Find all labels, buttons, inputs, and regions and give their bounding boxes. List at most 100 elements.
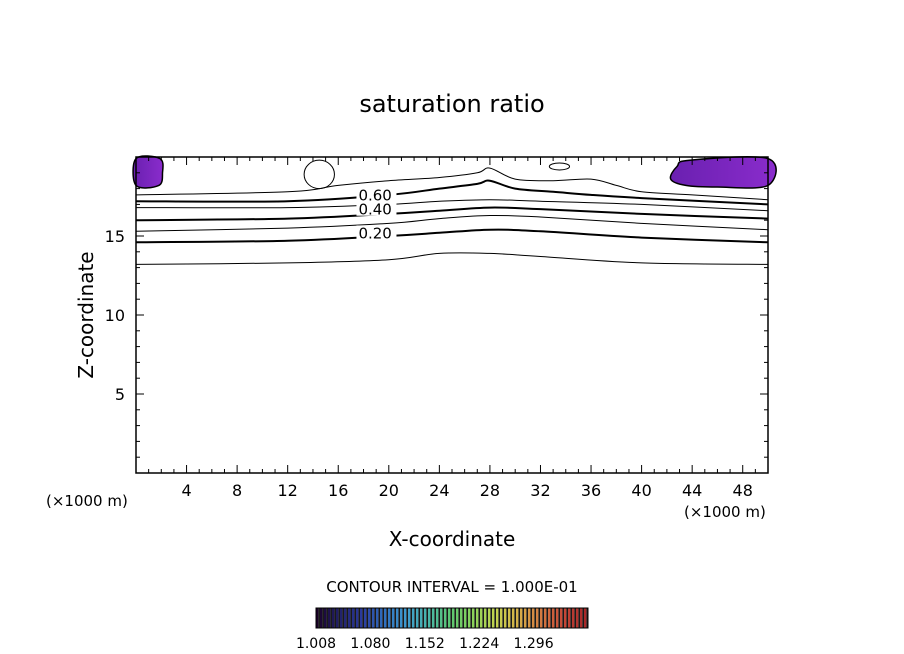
colorbar-stripe: [564, 608, 567, 628]
colorbar-stripe: [508, 608, 511, 628]
colorbar-stripe: [556, 608, 559, 628]
contour-line-0.6: [135, 179, 769, 206]
colorbar-stripe: [524, 608, 527, 628]
x-unit-left: (×1000 m): [46, 492, 128, 510]
colorbar-stripe: [492, 608, 495, 628]
contour-label: 0.60: [358, 187, 391, 205]
colorbar-stripe: [320, 608, 323, 628]
colorbar-stripe-gap: [498, 608, 500, 628]
colorbar-stripe-gap: [410, 608, 412, 628]
colorbar-stripe: [324, 608, 327, 628]
contour-label: 0.40: [358, 201, 391, 219]
x-tick-label: 20: [379, 481, 399, 500]
y-tick-label: 15: [105, 227, 125, 246]
colorbar-stripe-gap: [430, 608, 432, 628]
colorbar-stripe-gap: [426, 608, 428, 628]
colorbar-stripe-gap: [386, 608, 388, 628]
colorbar-stripe: [460, 608, 463, 628]
colorbar-stripe: [548, 608, 551, 628]
colorbar-stripe: [316, 608, 319, 628]
contour-line-0.2: [135, 228, 769, 244]
contour-lines: [135, 159, 769, 265]
colorbar-stripe: [344, 608, 347, 628]
colorbar-stripe: [468, 608, 471, 628]
colorbar-stripe-gap: [330, 608, 332, 628]
colorbar-stripe-gap: [538, 608, 540, 628]
colorbar-stripe-gap: [326, 608, 328, 628]
colorbar-stripe: [400, 608, 403, 628]
colorbar-stripe: [520, 608, 523, 628]
colorbar-stripe-gap: [438, 608, 440, 628]
colorbar-stripe: [504, 608, 507, 628]
colorbar-tick-label: 1.296: [514, 636, 554, 652]
colorbar-stripe-gap: [406, 608, 408, 628]
colorbar-stripe: [560, 608, 563, 628]
colorbar-stripe: [528, 608, 531, 628]
colorbar-stripe-gap: [510, 608, 512, 628]
x-tick-label: 24: [429, 481, 449, 500]
colorbar-tick-label: 1.224: [459, 636, 499, 652]
contour-line-0.4: [135, 206, 769, 222]
colorbar-stripe-gap: [374, 608, 376, 628]
colorbar-stripe-gap: [466, 608, 468, 628]
colorbar-stripe: [332, 608, 335, 628]
colorbar-stripe: [396, 608, 399, 628]
colorbar-stripe-gap: [442, 608, 444, 628]
colorbar-stripe: [488, 608, 491, 628]
colorbar-frame: [315, 607, 589, 629]
colorbar-stripe-gap: [474, 608, 476, 628]
colorbar-stripe-gap: [350, 608, 352, 628]
axis-ticks: [136, 157, 768, 473]
x-tick-label: 8: [232, 481, 242, 500]
colorbar-stripe: [576, 608, 579, 628]
colorbar-stripe: [512, 608, 515, 628]
colorbar-stripe-gap: [546, 608, 548, 628]
colorbar-stripe: [540, 608, 543, 628]
colorbar-stripe: [340, 608, 343, 628]
colorbar-stripe-gap: [446, 608, 448, 628]
colorbar-stripe-gap: [502, 608, 504, 628]
colorbar-stripe: [356, 608, 359, 628]
y-tick-label: 5: [115, 385, 125, 404]
colorbar-stripe: [568, 608, 571, 628]
colorbar-stripe: [348, 608, 351, 628]
colorbar-stripe-gap: [490, 608, 492, 628]
colorbar-stripe-gap: [570, 608, 572, 628]
contour-labels: 0.600.40 0.20: [356, 187, 397, 242]
contour-label-bg: [356, 187, 397, 202]
x-unit-right: (×1000 m): [684, 503, 766, 521]
colorbar-stripe: [452, 608, 455, 628]
y-tick-label: 10: [105, 306, 125, 325]
colorbar-stripe: [424, 608, 427, 628]
colorbar-stripe-gap: [530, 608, 532, 628]
colorbar-stripe-gap: [518, 608, 520, 628]
colorbar-stripe: [456, 608, 459, 628]
colorbar-stripe-gap: [562, 608, 564, 628]
colorbar-stripe: [392, 608, 395, 628]
colorbar-stripe: [448, 608, 451, 628]
colorbar-stripe: [368, 608, 371, 628]
colorbar-stripe-gap: [398, 608, 400, 628]
plot-frame: [135, 156, 769, 474]
colorbar-stripe-gap: [526, 608, 528, 628]
colorbar-stripe: [444, 608, 447, 628]
contour-label-bg: [356, 201, 397, 216]
colorbar-stripe-gap: [514, 608, 516, 628]
x-tick-label: 36: [581, 481, 601, 500]
colorbar-stripe-gap: [378, 608, 380, 628]
contour-label: 0.20: [358, 224, 391, 242]
colorbar-stripe-gap: [482, 608, 484, 628]
colorbar-stripe: [416, 608, 419, 628]
colorbar-stripe: [532, 608, 535, 628]
colorbar-stripe-gap: [494, 608, 496, 628]
colorbar-stripe-gap: [334, 608, 336, 628]
colorbar-stripe-gap: [450, 608, 452, 628]
colorbar-stripe-gap: [462, 608, 464, 628]
colorbar-stripe-gap: [478, 608, 480, 628]
x-axis-label: X-coordinate: [389, 527, 516, 551]
colorbar-stripe: [472, 608, 475, 628]
colorbar-stripe-gap: [414, 608, 416, 628]
colorbar-stripe-gap: [458, 608, 460, 628]
colorbar-stripe-gap: [534, 608, 536, 628]
